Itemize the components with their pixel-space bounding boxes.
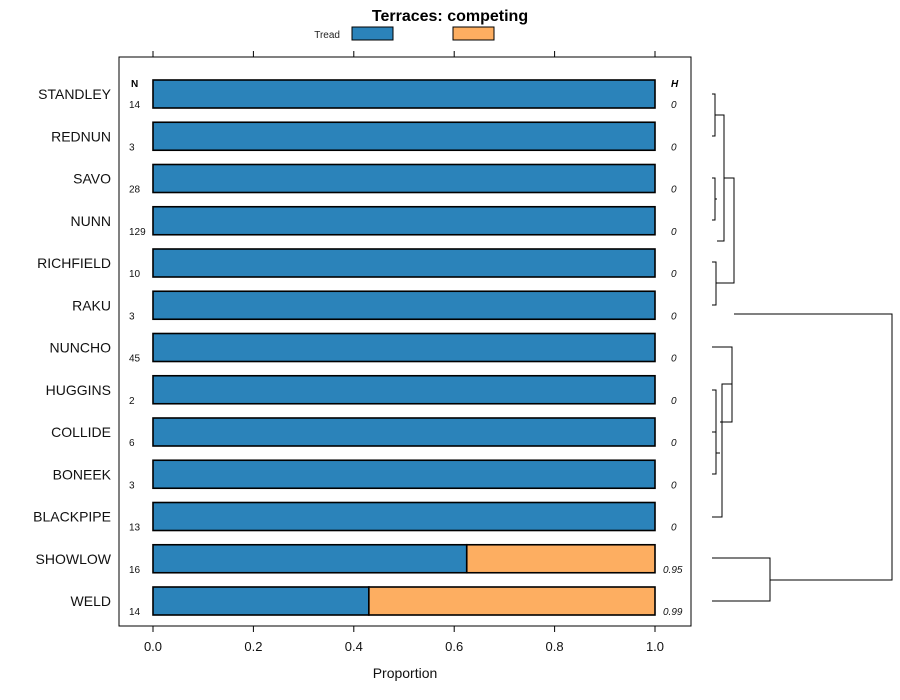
x-axis-title: Proportion xyxy=(373,665,438,681)
n-value-label: 45 xyxy=(129,354,141,365)
dendrogram-branch xyxy=(717,114,725,242)
bar-raku-tread xyxy=(152,290,656,321)
x-tick-label: 1.0 xyxy=(646,639,664,654)
h-value-label: 0 xyxy=(671,269,677,280)
h-value-label: 0 xyxy=(671,185,677,196)
x-tick-label: 0.4 xyxy=(345,639,363,654)
dendrogram xyxy=(712,93,893,602)
category-label: SAVO xyxy=(73,171,111,187)
category-label: BLACKPIPE xyxy=(33,509,111,525)
n-value-label: 3 xyxy=(129,142,135,153)
legend-swatch-riser xyxy=(452,26,495,41)
dendrogram-branch xyxy=(712,177,716,221)
dendrogram-branch xyxy=(712,93,716,137)
bars xyxy=(152,79,656,616)
bar-huggins-tread xyxy=(152,374,656,405)
legend-swatch-tread xyxy=(351,26,394,41)
h-value-label: 0 xyxy=(671,142,677,153)
dendrogram-branch xyxy=(734,313,893,581)
n-value-label: 28 xyxy=(129,185,141,196)
plot-frame xyxy=(118,56,692,627)
category-label: BONEEK xyxy=(53,466,112,482)
h-header: H xyxy=(671,79,679,90)
n-value-label: 6 xyxy=(129,438,135,449)
h-value-label: 0.99 xyxy=(663,607,683,618)
h-value-label: 0 xyxy=(671,396,677,407)
x-tick-label: 0.8 xyxy=(546,639,564,654)
h-value-label: 0 xyxy=(671,100,677,111)
dendrogram-branch xyxy=(719,177,735,284)
labels: STANDLEY 14 0 REDNUN 3 0 SAVO 28 0 NUNN 129 0 RICHFI… xyxy=(33,86,683,618)
n-value-label: 3 xyxy=(129,311,135,322)
category-label: WELD xyxy=(71,593,111,609)
h-value-label: 0.95 xyxy=(663,565,683,576)
bar-rednun-tread xyxy=(152,121,656,152)
n-value-label: 3 xyxy=(129,480,135,491)
chart-title: Terraces: competing xyxy=(372,8,528,25)
bar-blackpipe-tread xyxy=(152,501,656,532)
category-label: SHOWLOW xyxy=(36,551,112,567)
bar-showlow-tread xyxy=(152,543,468,574)
n-header: N xyxy=(131,79,138,90)
category-label: RICHFIELD xyxy=(37,255,111,271)
category-label: REDNUN xyxy=(51,128,111,144)
n-value-label: 13 xyxy=(129,523,141,534)
category-label: STANDLEY xyxy=(38,86,112,102)
h-value-label: 0 xyxy=(671,354,677,365)
legend-label-tread: Tread xyxy=(314,30,340,41)
bar-weld-riser xyxy=(368,586,656,616)
bar-showlow-riser xyxy=(465,543,656,574)
h-value-label: 0 xyxy=(671,311,677,322)
h-value-label: 0 xyxy=(671,523,677,534)
category-label: NUNCHO xyxy=(50,340,112,356)
bar-boneek-tread xyxy=(152,459,656,490)
n-value-label: 14 xyxy=(129,607,141,618)
x-tick-label: 0.6 xyxy=(445,639,463,654)
bar-nunn-tread xyxy=(152,205,656,236)
n-value-label: 2 xyxy=(129,396,135,407)
n-value-label: 129 xyxy=(129,227,146,238)
bar-nuncho-tread xyxy=(152,332,656,363)
category-label: HUGGINS xyxy=(46,382,111,398)
bar-savo-tread xyxy=(152,163,656,194)
n-value-label: 10 xyxy=(129,269,141,280)
n-value-label: 14 xyxy=(129,100,141,111)
h-value-label: 0 xyxy=(671,480,677,491)
category-label: COLLIDE xyxy=(51,424,111,440)
n-value-label: 16 xyxy=(129,565,141,576)
bar-weld-tread xyxy=(152,586,370,616)
dendrogram-branch xyxy=(712,261,717,306)
dendrogram-branch xyxy=(712,557,771,602)
bar-standley-tread xyxy=(152,79,656,109)
x-axis: 0.0 0.2 0.4 0.6 0.8 1.0 xyxy=(144,51,664,654)
h-value-label: 0 xyxy=(671,227,677,238)
h-value-label: 0 xyxy=(671,438,677,449)
bar-richfield-tread xyxy=(152,248,656,278)
x-tick-label: 0.0 xyxy=(144,639,162,654)
legend: TreadRiser xyxy=(314,26,495,41)
bar-collide-tread xyxy=(152,417,656,447)
category-label: NUNN xyxy=(71,213,111,229)
dendrogram-branch xyxy=(712,383,732,518)
x-tick-label: 0.2 xyxy=(244,639,262,654)
category-label: RAKU xyxy=(72,297,111,313)
